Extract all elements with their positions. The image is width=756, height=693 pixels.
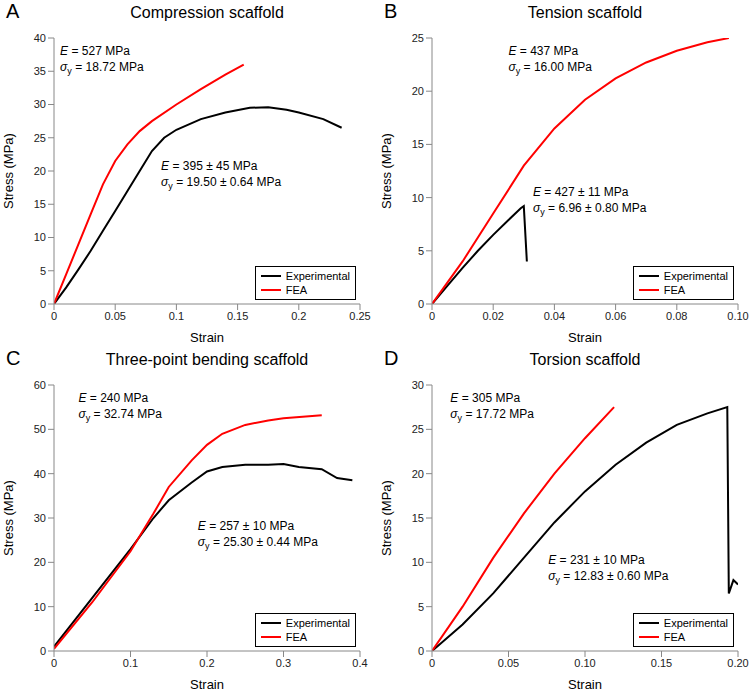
svg-text:0.2: 0.2 [199, 656, 214, 668]
html-text:FEA: FEA [285, 630, 308, 643]
html-text:E = 257 ± 10 MPa: E = 257 ± 10 MPa [197, 518, 295, 533]
svg-text:0.15: 0.15 [227, 310, 248, 322]
svg-text:0.04: 0.04 [544, 310, 565, 322]
svg-text:0.2: 0.2 [291, 310, 306, 322]
svg-text:10: 10 [412, 192, 424, 204]
svg-text:0: 0 [40, 298, 46, 310]
svg-text:20: 20 [412, 467, 424, 479]
html-text:Experimental: Experimental [285, 616, 350, 629]
svg-text:0.02: 0.02 [482, 310, 503, 322]
svg-text:0.25: 0.25 [349, 310, 370, 322]
html-text:σy= 18.72 MPa: σy= 18.72 MPa [60, 60, 144, 77]
svg-text:10: 10 [412, 556, 424, 568]
svg-text:5: 5 [418, 245, 424, 257]
svg-text:20: 20 [34, 556, 46, 568]
svg-text:0.4: 0.4 [352, 656, 367, 668]
html-text:B: B [384, 0, 398, 22]
svg-text:0: 0 [51, 310, 57, 322]
html-text:σy= 19.50 ± 0.64 MPa: σy= 19.50 ± 0.64 MPa [161, 174, 282, 192]
svg-text:20: 20 [412, 85, 424, 97]
svg-text:0.15: 0.15 [651, 656, 672, 668]
html-text:Torsion scaffold: Torsion scaffold [529, 350, 641, 368]
html-text:σy= 12.83 ± 0.60 MPa: σy= 12.83 ± 0.60 MPa [548, 569, 669, 586]
html-text:σy= 25.30 ± 0.44 MPa: σy= 25.30 ± 0.44 MPa [197, 534, 318, 551]
html-text:FEA: FEA [663, 284, 686, 296]
svg-text:0: 0 [418, 298, 424, 310]
html-text:E = 395 ± 45 MPa: E = 395 ± 45 MPa [161, 158, 258, 173]
svg-text:0.1: 0.1 [169, 310, 184, 322]
html-text:σy= 17.72 MPa: σy= 17.72 MPa [450, 406, 534, 424]
html-text:Experimental: Experimental [285, 270, 350, 282]
svg-text:0.20: 0.20 [727, 656, 748, 668]
svg-text:40: 40 [34, 32, 46, 44]
svg-text:15: 15 [412, 511, 424, 523]
svg-text:0: 0 [51, 656, 57, 668]
svg-text:25: 25 [412, 423, 424, 435]
html-text:Tension scaffold: Tension scaffold [527, 4, 643, 21]
svg-text:Strain: Strain [190, 330, 224, 345]
svg-text:0: 0 [429, 310, 435, 322]
svg-text:35: 35 [34, 65, 46, 77]
html-text:Experimental: Experimental [663, 270, 728, 282]
html-text:σy= 16.00 MPa: σy= 16.00 MPa [508, 60, 592, 77]
svg-text:40: 40 [34, 467, 46, 479]
html-text:E = 240 MPa: E = 240 MPa [78, 390, 149, 405]
svg-text:60: 60 [34, 378, 46, 390]
html-text:Experimental: Experimental [663, 616, 728, 629]
svg-text:15: 15 [412, 138, 424, 150]
svg-text:30: 30 [412, 378, 424, 390]
svg-text:5: 5 [418, 600, 424, 612]
svg-text:20: 20 [34, 165, 46, 177]
html-text:C: C [6, 346, 21, 369]
svg-text:0: 0 [429, 656, 435, 668]
svg-text:Stress (MPa): Stress (MPa) [379, 480, 394, 556]
svg-text:0.06: 0.06 [605, 310, 626, 322]
svg-text:5: 5 [40, 265, 46, 277]
svg-text:0.1: 0.1 [123, 656, 138, 668]
svg-text:50: 50 [34, 423, 46, 435]
html-text:FEA: FEA [285, 284, 308, 296]
svg-text:10: 10 [34, 231, 46, 243]
svg-text:Stress (MPa): Stress (MPa) [1, 133, 16, 209]
svg-text:30: 30 [34, 98, 46, 110]
svg-text:0: 0 [418, 644, 424, 656]
svg-text:10: 10 [34, 600, 46, 612]
html-text:E = 305 MPa: E = 305 MPa [450, 390, 521, 405]
svg-text:0.10: 0.10 [574, 656, 595, 668]
svg-text:30: 30 [34, 511, 46, 523]
svg-text:15: 15 [34, 198, 46, 210]
html-text:σy= 32.74 MPa: σy= 32.74 MPa [78, 406, 162, 424]
svg-text:0.05: 0.05 [498, 656, 519, 668]
svg-text:0.3: 0.3 [276, 656, 291, 668]
html-text:Compression scaffold: Compression scaffold [130, 4, 284, 21]
html-text:E = 437 MPa: E = 437 MPa [508, 44, 579, 59]
html-text:Three-point bending scaffold: Three-point bending scaffold [105, 350, 309, 368]
svg-text:Strain: Strain [568, 330, 602, 345]
html-text:E = 527 MPa: E = 527 MPa [60, 44, 130, 59]
svg-text:Stress (MPa): Stress (MPa) [379, 133, 394, 209]
svg-text:25: 25 [412, 32, 424, 44]
svg-text:0.08: 0.08 [666, 310, 687, 322]
html-text:FEA: FEA [663, 630, 686, 643]
svg-text:0.10: 0.10 [727, 310, 748, 322]
html-text:σy= 6.96 ± 0.80 MPa: σy= 6.96 ± 0.80 MPa [533, 201, 647, 218]
svg-text:0: 0 [40, 644, 46, 656]
svg-text:25: 25 [34, 132, 46, 144]
html-text:E = 427 ± 11 MPa: E = 427 ± 11 MPa [533, 185, 629, 200]
svg-text:0.05: 0.05 [104, 310, 125, 322]
html-text:A: A [6, 0, 20, 22]
svg-text:Strain: Strain [568, 677, 602, 692]
svg-text:Strain: Strain [190, 677, 224, 692]
html-text:E = 231 ± 10 MPa: E = 231 ± 10 MPa [548, 553, 645, 568]
html-text:D: D [384, 346, 399, 369]
svg-text:Stress (MPa): Stress (MPa) [1, 480, 16, 556]
